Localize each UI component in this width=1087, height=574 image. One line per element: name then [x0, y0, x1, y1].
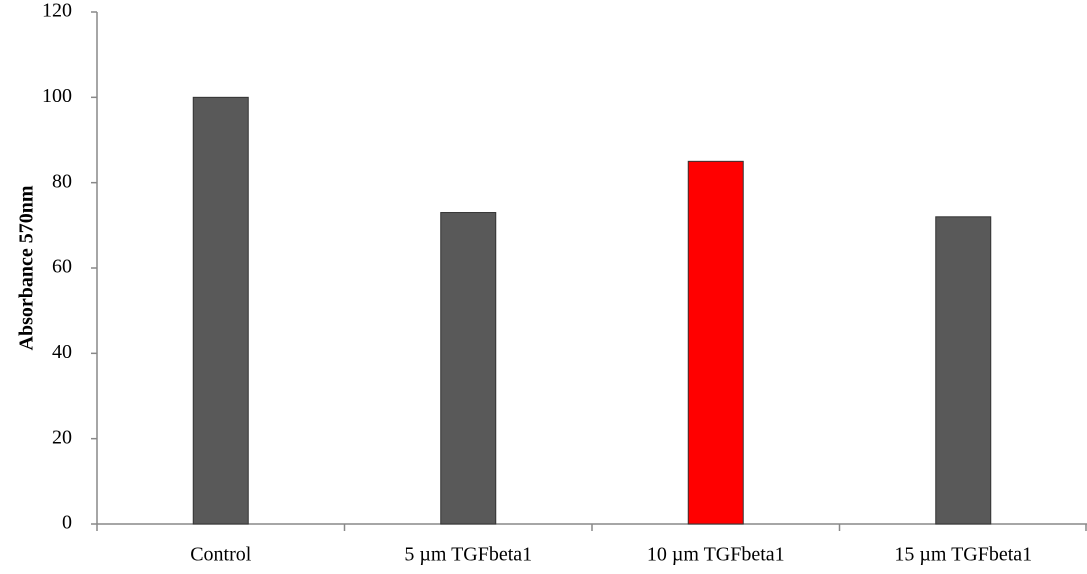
y-axis-label: Absorbance 570nm: [16, 185, 38, 350]
y-tick-label: 60: [52, 256, 72, 278]
bar: [192, 96, 249, 525]
y-tick-label: 20: [52, 426, 72, 448]
y-tick-label: 40: [52, 341, 72, 363]
bar: [440, 212, 497, 525]
x-tick-label: 15 µm TGFbeta1: [894, 544, 1032, 566]
y-tick-label: 0: [62, 512, 72, 534]
y-tick-label: 100: [42, 85, 72, 107]
y-tick-label: 80: [52, 170, 72, 192]
y-tick-label: 120: [42, 0, 72, 22]
bar: [687, 160, 744, 525]
x-tick-label: Control: [190, 544, 252, 566]
bar: [935, 216, 992, 525]
x-tick-label: 5 µm TGFbeta1: [404, 544, 532, 566]
x-tick-label: 10 µm TGFbeta1: [647, 544, 785, 566]
